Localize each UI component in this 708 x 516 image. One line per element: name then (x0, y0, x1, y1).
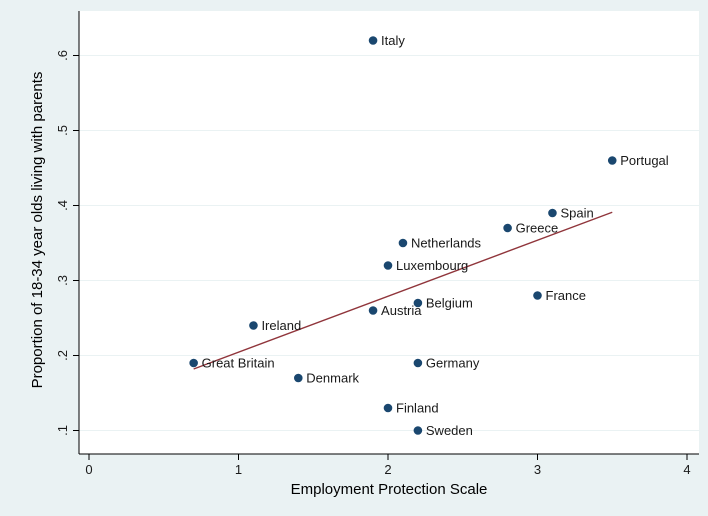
x-tick-label: 0 (85, 462, 92, 477)
point-label: Ireland (261, 318, 301, 333)
point-label: Portugal (620, 153, 669, 168)
data-point (607, 156, 617, 165)
data-point (294, 373, 303, 383)
point-label: Netherlands (411, 236, 482, 251)
point-label: Spain (560, 206, 593, 221)
point-label: Finland (396, 401, 439, 416)
y-tick-label: .3 (55, 275, 70, 286)
data-point (189, 358, 198, 368)
point-label: Great Britain (202, 356, 275, 371)
y-tick-label: .1 (55, 425, 70, 436)
y-axis-title: Proportion of 18-34 year olds living wit… (29, 72, 46, 389)
data-point (383, 403, 393, 413)
point-label: Denmark (306, 371, 359, 386)
data-point (398, 238, 408, 248)
x-tick-label: 1 (235, 462, 242, 477)
data-point (413, 298, 423, 308)
point-label: Belgium (426, 296, 473, 311)
x-tick-label: 2 (384, 462, 391, 477)
data-point (383, 261, 393, 270)
y-tick-label: .5 (55, 125, 70, 136)
point-label: Luxembourg (396, 258, 468, 273)
point-label: Austria (381, 303, 422, 318)
data-point (368, 306, 378, 315)
y-tick-label: .2 (55, 350, 70, 361)
data-points (189, 36, 617, 435)
axes: 0 1 2 3 4 .1 .2 .3 .4 .5 .6 (55, 11, 699, 477)
point-label: Italy (381, 33, 405, 48)
data-point (413, 358, 423, 368)
y-tick-label: .6 (55, 50, 70, 61)
point-label: Greece (516, 221, 559, 236)
x-axis-title: Employment Protection Scale (291, 481, 488, 498)
point-label: France (546, 288, 586, 303)
data-point (368, 36, 378, 45)
y-tick-label: .4 (55, 200, 70, 211)
data-point (533, 291, 542, 300)
fit-line (193, 211, 613, 370)
data-point (548, 208, 557, 218)
data-point (413, 426, 423, 435)
x-tick-label: 4 (683, 462, 690, 477)
grid-lines (79, 55, 699, 431)
point-label: Germany (426, 356, 480, 371)
data-point (503, 223, 512, 233)
x-tick-label: 3 (534, 462, 541, 477)
point-label: Sweden (426, 423, 473, 438)
fit-line-group (193, 211, 613, 370)
data-point (249, 321, 258, 330)
plot-area (79, 11, 699, 454)
